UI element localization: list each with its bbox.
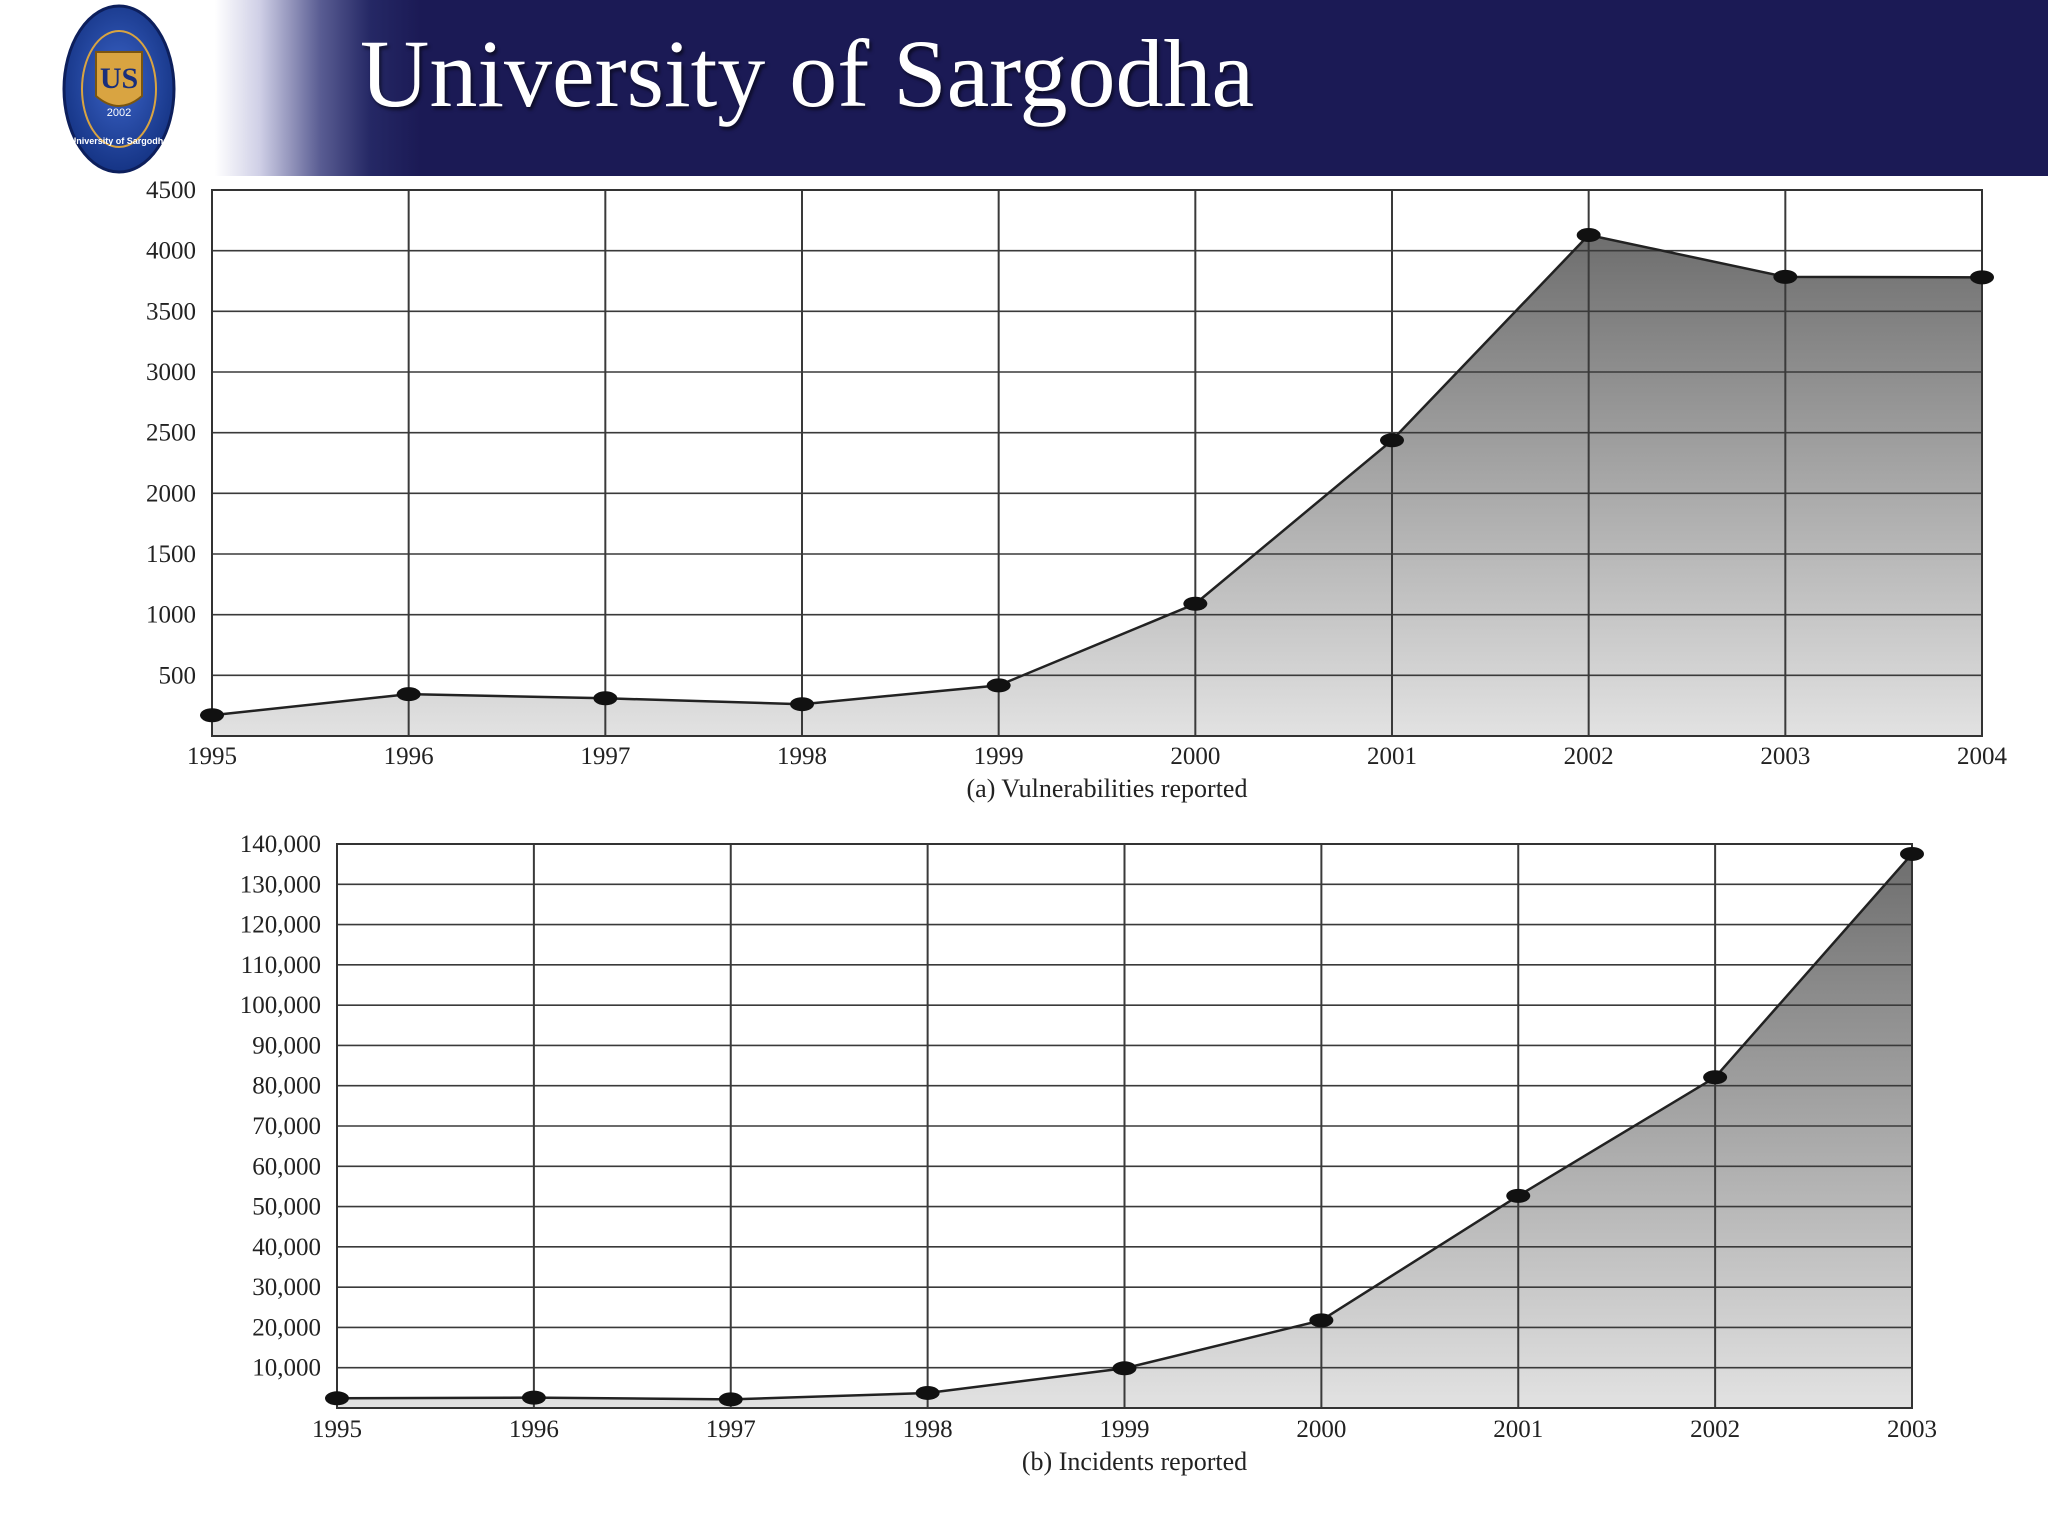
x-tick-label: 1997 bbox=[706, 1416, 756, 1443]
y-tick-label: 10,000 bbox=[252, 1355, 321, 1382]
data-point bbox=[325, 1391, 349, 1406]
data-point bbox=[1380, 433, 1404, 448]
y-tick-label: 20,000 bbox=[252, 1314, 321, 1341]
header-banner: US 2002 University of Sargodha Universit… bbox=[0, 0, 2048, 176]
incidents-chart: 10,000 20,000 30,000 40,000 50,000 60,000 70,0… bbox=[240, 831, 1937, 1476]
x-tick-label: 1995 bbox=[187, 743, 237, 770]
y-tick-label: 60,000 bbox=[252, 1153, 321, 1180]
y-tick-label: 50,000 bbox=[252, 1194, 321, 1221]
series-line bbox=[211, 233, 1983, 717]
vulnerabilities-chart: 500 1000 1500 2000 2500 3000 3500 4000 4500 1995 1… bbox=[146, 177, 2008, 803]
data-point bbox=[521, 1390, 546, 1405]
data-point bbox=[1183, 596, 1208, 611]
x-tick-label: 2004 bbox=[1957, 743, 2008, 770]
y-tick-label: 4000 bbox=[146, 238, 196, 265]
y-tick-label: 100,000 bbox=[240, 992, 321, 1019]
x-tick-label: 1995 bbox=[312, 1416, 362, 1443]
data-point bbox=[1309, 1313, 1334, 1328]
y-tick-label: 3000 bbox=[146, 359, 196, 386]
x-tick-label: 1996 bbox=[509, 1416, 559, 1443]
data-point bbox=[200, 708, 224, 723]
x-tick-label: 2000 bbox=[1296, 1416, 1346, 1443]
y-tick-label: 2500 bbox=[146, 420, 196, 447]
data-point bbox=[1773, 269, 1798, 284]
x-tick-label: 2003 bbox=[1760, 743, 1810, 770]
logo-ring-text: University of Sargodha bbox=[70, 136, 170, 146]
university-logo: US 2002 University of Sargodha bbox=[62, 4, 176, 174]
chart-caption: (a) Vulnerabilities reported bbox=[967, 774, 1248, 803]
y-tick-label: 140,000 bbox=[240, 831, 321, 858]
data-point bbox=[396, 687, 421, 702]
logo-monogram: US bbox=[100, 62, 138, 95]
x-tick-label: 2000 bbox=[1170, 743, 1220, 770]
y-tick-label: 110,000 bbox=[241, 952, 321, 979]
x-tick-label: 2001 bbox=[1493, 1416, 1543, 1443]
y-tick-label: 2000 bbox=[146, 480, 196, 507]
banner-title: University of Sargodha bbox=[360, 20, 1255, 127]
x-tick-label: 1998 bbox=[903, 1416, 953, 1443]
x-tick-label: 1999 bbox=[1100, 1416, 1150, 1443]
plot-frame bbox=[336, 843, 1913, 1409]
x-tick-label: 1998 bbox=[777, 743, 827, 770]
area-fill bbox=[212, 235, 1982, 737]
data-point bbox=[1703, 1070, 1728, 1085]
y-tick-label: 3500 bbox=[146, 298, 196, 325]
y-tick-label: 30,000 bbox=[252, 1274, 321, 1301]
data-point bbox=[915, 1385, 940, 1400]
data-point bbox=[1900, 846, 1924, 861]
data-point bbox=[1970, 270, 1994, 285]
data-point bbox=[1112, 1361, 1137, 1376]
y-tick-label: 130,000 bbox=[240, 871, 321, 898]
chart-caption: (b) Incidents reported bbox=[1022, 1447, 1247, 1476]
x-tick-label: 1997 bbox=[580, 743, 630, 770]
y-tick-label: 40,000 bbox=[252, 1234, 321, 1261]
y-tick-label: 1000 bbox=[146, 602, 196, 629]
y-tick-label: 90,000 bbox=[252, 1032, 321, 1059]
data-point bbox=[790, 697, 814, 712]
data-point bbox=[1506, 1188, 1531, 1203]
data-point bbox=[1576, 228, 1601, 243]
x-tick-label: 2003 bbox=[1887, 1416, 1937, 1443]
y-tick-label: 80,000 bbox=[252, 1073, 321, 1100]
logo-year: 2002 bbox=[107, 107, 131, 119]
y-tick-label: 1500 bbox=[146, 541, 196, 568]
x-tick-label: 1996 bbox=[384, 743, 434, 770]
y-tick-label: 500 bbox=[159, 662, 197, 689]
data-point bbox=[986, 678, 1011, 693]
y-tick-label: 4500 bbox=[146, 177, 196, 204]
y-tick-label: 120,000 bbox=[240, 912, 321, 939]
x-tick-label: 2002 bbox=[1690, 1416, 1740, 1443]
plot-frame bbox=[211, 189, 1983, 737]
x-tick-label: 1999 bbox=[974, 743, 1024, 770]
y-tick-label: 70,000 bbox=[252, 1113, 321, 1140]
x-tick-label: 2002 bbox=[1564, 743, 1614, 770]
data-point bbox=[593, 691, 618, 706]
data-point bbox=[718, 1392, 743, 1407]
x-tick-label: 2001 bbox=[1367, 743, 1417, 770]
